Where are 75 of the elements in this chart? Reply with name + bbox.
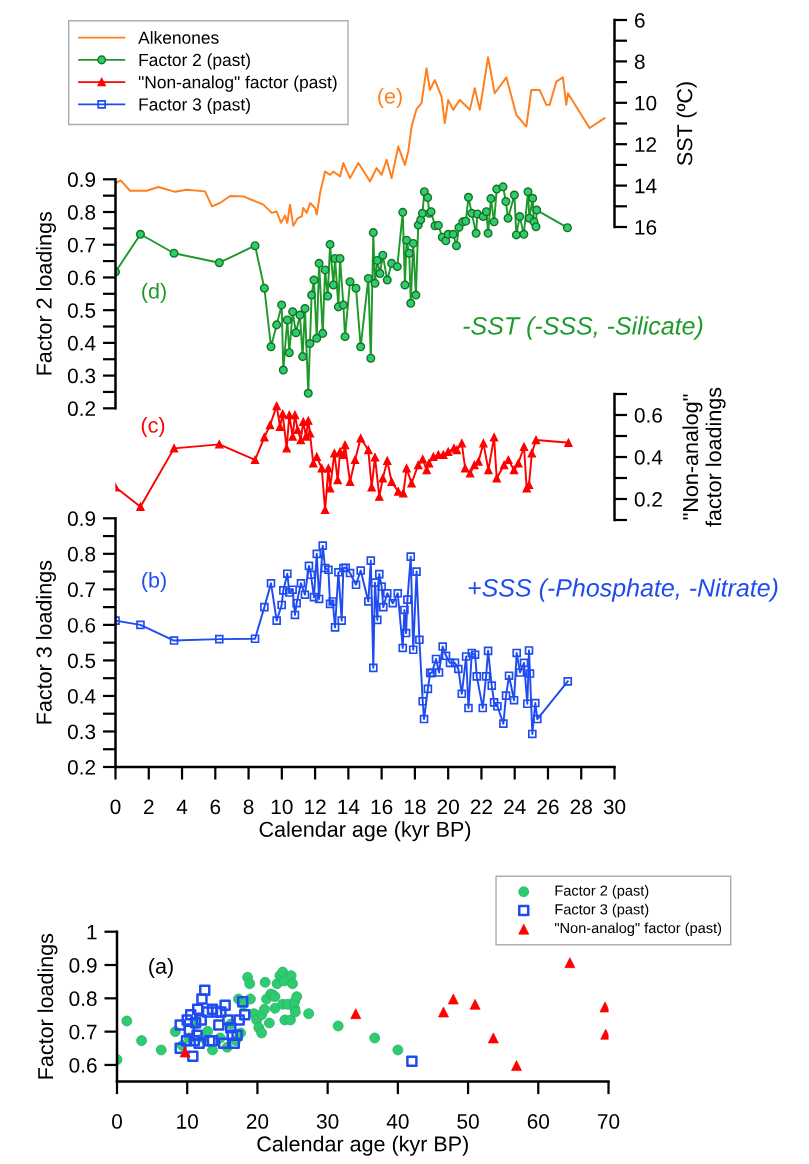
x-tick-label: 24 — [504, 799, 526, 815]
y-tick-label: 0.4 — [67, 688, 96, 704]
y-tick-label: 0.6 — [67, 617, 96, 633]
annotation: -SST (-SSS, -Silicate) — [463, 316, 703, 340]
x-tick-label: 30 — [603, 799, 626, 815]
x-tick-label: 26 — [537, 799, 559, 815]
y-axis-title: Factor 3 loadings — [35, 560, 56, 724]
y2-tick-label: 12 — [635, 137, 657, 152]
y-tick-label: 0.7 — [67, 582, 96, 598]
y2-axis-title: SST (ºC) — [676, 82, 697, 166]
x-tick-label: 10 — [177, 1114, 198, 1129]
legend-label: Factor 2 (past) — [139, 53, 250, 70]
x-tick-label: 2 — [144, 799, 154, 815]
x-tick-label: 22 — [470, 799, 492, 815]
annotation: (d) — [142, 282, 166, 304]
legend-label: "Non-analog" factor (past) — [554, 922, 722, 937]
x-tick-label: 4 — [176, 799, 188, 815]
x-tick-label: 20 — [246, 1114, 269, 1129]
x-tick-label: 50 — [457, 1114, 479, 1129]
x-tick-label: 6 — [210, 799, 221, 815]
y-tick-label: 0.9 — [67, 511, 96, 527]
legend-label: Factor 2 (past) — [555, 885, 649, 899]
y-tick-label: 0.8 — [67, 546, 96, 562]
x-axis-title: Calendar age (kyr BP) — [257, 1135, 468, 1156]
x-tick-label: 60 — [527, 1114, 550, 1129]
y-tick-label: 0.2 — [67, 760, 96, 775]
y2-tick-label: 6 — [635, 13, 645, 28]
x-tick-label: 16 — [371, 799, 393, 815]
y2-tick-label: 8 — [634, 54, 645, 70]
x-tick-label: 20 — [437, 799, 459, 815]
y-tick-label: 0.3 — [67, 724, 96, 740]
annotation: (e) — [378, 87, 402, 109]
x-tick-label: 14 — [338, 799, 360, 815]
y2-tick-label: 16 — [635, 220, 657, 235]
legend-label: Alkenones — [138, 31, 219, 44]
annotation: (a) — [149, 957, 173, 979]
y-tick-label: 1 — [87, 924, 97, 940]
x-tick-label: 30 — [316, 1114, 339, 1129]
x-tick-label: 0 — [110, 799, 121, 815]
y2-tick-label: 10 — [635, 95, 657, 111]
x-tick-label: 28 — [570, 799, 592, 815]
x-tick-label: 0 — [112, 1114, 122, 1129]
y-tick-label: 0.6 — [67, 270, 96, 286]
y-tick-label: 0.5 — [67, 303, 96, 318]
y-tick-label: 0.2 — [67, 401, 96, 417]
y-tick-label: 0.4 — [67, 335, 96, 351]
y-tick-label: 0.7 — [67, 237, 96, 253]
x-axis-title: Calendar age (kyr BP) — [259, 821, 471, 842]
y2-tick-label: 14 — [635, 178, 657, 194]
y-tick-label: 0.8 — [67, 205, 96, 220]
annotation: (b) — [142, 571, 166, 593]
y-tick-label: 0.6 — [69, 1057, 97, 1073]
y-tick-label: 0.3 — [67, 368, 96, 384]
annotation: +SSS (-Phosphate, -Nitrate) — [468, 578, 778, 602]
y2-axis-title: "Non-analog" factor loadings — [682, 387, 726, 527]
x-tick-label: 10 — [271, 799, 293, 815]
y-tick-label: 0.9 — [67, 172, 96, 188]
y-tick-label: 0.8 — [69, 991, 97, 1007]
legend-label: Factor 3 (past) — [139, 97, 250, 115]
annotation: (c) — [141, 416, 165, 438]
y-tick-label: 0.9 — [69, 958, 97, 973]
y2-tick-label: 0.6 — [634, 408, 662, 423]
x-tick-label: 40 — [386, 1114, 409, 1129]
y-tick-label: 0.5 — [67, 653, 96, 669]
y-axis-title: Factor 2 loadings — [35, 212, 56, 375]
x-tick-label: 70 — [597, 1114, 620, 1129]
x-tick-label: 18 — [404, 799, 426, 815]
y2-tick-label: 0.4 — [634, 450, 663, 465]
y2-tick-label: 0.2 — [634, 492, 662, 507]
legend-label: Factor 3 (past) — [555, 903, 649, 918]
y-axis-title: Factor loadings — [37, 933, 58, 1079]
legend-label: "Non-analog" factor (past) — [138, 75, 337, 92]
y-tick-label: 0.7 — [69, 1024, 97, 1040]
x-tick-label: 8 — [243, 799, 254, 815]
x-tick-label: 12 — [305, 799, 326, 815]
